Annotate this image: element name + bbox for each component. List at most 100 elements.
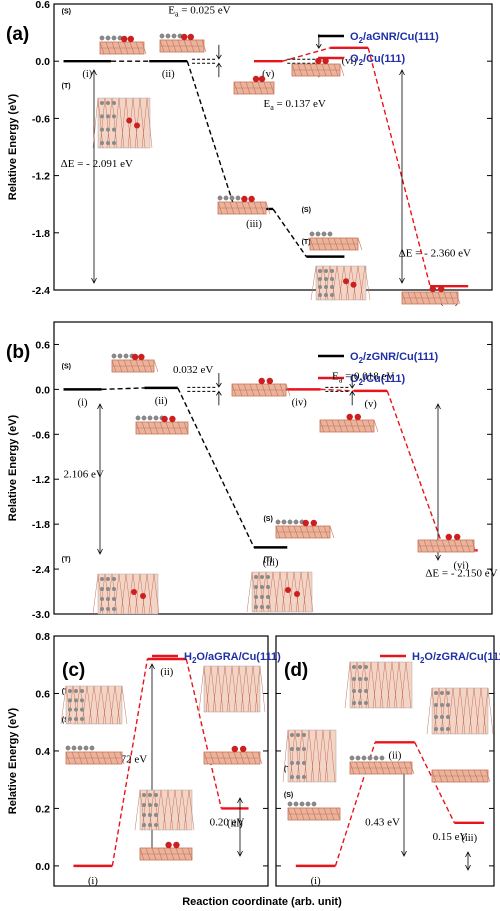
lattice-line — [146, 573, 153, 615]
structure-model-icon — [231, 377, 291, 397]
carbon-atom — [352, 665, 356, 669]
lattice-line — [459, 687, 466, 735]
lattice-line — [431, 687, 438, 735]
oxygen-atom — [165, 841, 172, 849]
atom — [111, 35, 117, 41]
annotation-part: = 0.018 eV — [342, 371, 394, 383]
atom — [117, 353, 123, 359]
lattice-line — [447, 687, 454, 735]
lattice-line — [303, 729, 310, 783]
carbon-atom — [254, 575, 258, 579]
arrow-head — [91, 69, 97, 76]
arrow-head — [465, 851, 471, 858]
structure-model-icon — [287, 801, 341, 821]
lattice-line — [289, 729, 296, 783]
carbon-atom — [266, 595, 270, 599]
atom — [217, 195, 223, 201]
atom — [305, 801, 311, 807]
view-label: (T) — [263, 557, 272, 564]
carbon-atom — [68, 698, 72, 703]
annotation-text: 0.15 eV — [433, 831, 468, 843]
legend-part: O — [350, 373, 359, 385]
oxygen-atom — [445, 533, 452, 541]
arrow-head — [316, 43, 322, 49]
annotation-part: = 0.025 eV — [179, 5, 231, 17]
lattice-line — [127, 573, 134, 615]
lattice-line — [372, 661, 379, 709]
structure-top-view-icon — [310, 265, 371, 301]
oxygen-atom — [258, 75, 266, 83]
lattice-line — [93, 685, 100, 725]
legend-label: H2O/aGRA/Cu(111) — [184, 651, 281, 665]
carbon-atom — [112, 101, 116, 105]
plot-frame — [275, 635, 495, 887]
lattice-line — [210, 665, 217, 713]
legend-part: 2 — [359, 36, 364, 45]
structure-top-view-icon — [198, 665, 266, 713]
state-label: (ii) — [388, 750, 401, 761]
legend-part: /zGNR/Cu(111) — [363, 351, 439, 363]
arrow-head — [97, 403, 103, 410]
carbon-atom — [260, 575, 264, 579]
lattice-line — [440, 687, 447, 735]
state-label: (iv) — [292, 397, 308, 408]
structure-top-view-icon — [134, 789, 195, 831]
lattice-line — [475, 687, 482, 735]
carbon-atom — [364, 665, 368, 669]
annotation-text: 2.106 eV — [64, 469, 104, 481]
structure-model-icon — [217, 195, 271, 215]
y-tick-label: 0.2 — [35, 803, 50, 815]
legend-part: 2 — [192, 656, 197, 665]
oxygen-atom — [354, 413, 361, 421]
y-axis-title: Relative Energy (eV) — [7, 414, 19, 521]
annotation-part: 2.106 eV — [64, 469, 104, 481]
lattice-line — [99, 97, 106, 149]
atom — [159, 33, 165, 39]
carbon-atom — [106, 114, 110, 119]
carbon-atom — [154, 803, 158, 807]
arrow-head — [91, 277, 97, 284]
level-connector — [186, 60, 236, 210]
lattice-line — [100, 685, 107, 725]
lattice-line — [358, 661, 365, 709]
arrow-head — [349, 390, 356, 396]
carbon-atom — [434, 727, 438, 731]
lattice-line — [240, 665, 247, 713]
carbon-atom — [68, 689, 72, 693]
carbon-atom — [352, 701, 356, 705]
level-connector — [185, 658, 222, 809]
arrow-head — [401, 850, 407, 857]
y-tick-label: 0.6 — [35, 0, 50, 11]
annotation-text: 0.43 eV — [365, 817, 400, 829]
y-tick-label: 0.8 — [35, 631, 50, 643]
carbon-atom — [302, 775, 306, 779]
lattice-line — [111, 573, 118, 615]
carbon-atom — [106, 607, 110, 611]
carbon-atom — [290, 761, 294, 765]
oxygen-atom — [173, 841, 180, 849]
carbon-atom — [302, 747, 306, 751]
structure-model-icon — [233, 75, 275, 95]
annotation-part: 0.20 eV — [210, 817, 245, 829]
y-tick-label: -1.2 — [32, 171, 50, 183]
carbon-atom — [434, 703, 438, 707]
state-label: (v) — [262, 69, 275, 80]
lattice-line — [282, 729, 289, 783]
lattice-line — [377, 661, 384, 709]
lattice-line — [426, 687, 433, 735]
y-tick-label: -1.8 — [32, 228, 50, 240]
lattice-line — [265, 571, 272, 613]
lattice-line — [301, 729, 308, 783]
atom — [293, 519, 299, 525]
arrow-head — [237, 850, 243, 857]
oxygen-atom — [285, 587, 291, 593]
arrow-head — [435, 403, 441, 410]
legend-label: O2/zGNR/Cu(111) — [350, 351, 439, 365]
state-label: (i) — [78, 397, 88, 408]
lattice-line — [205, 665, 212, 713]
atom — [105, 35, 111, 41]
carbon-atom — [330, 285, 334, 289]
carbon-atom — [318, 277, 322, 281]
legend-part: 2 — [359, 378, 364, 387]
annotation-text: Ea = 0.018 eV — [332, 371, 394, 385]
